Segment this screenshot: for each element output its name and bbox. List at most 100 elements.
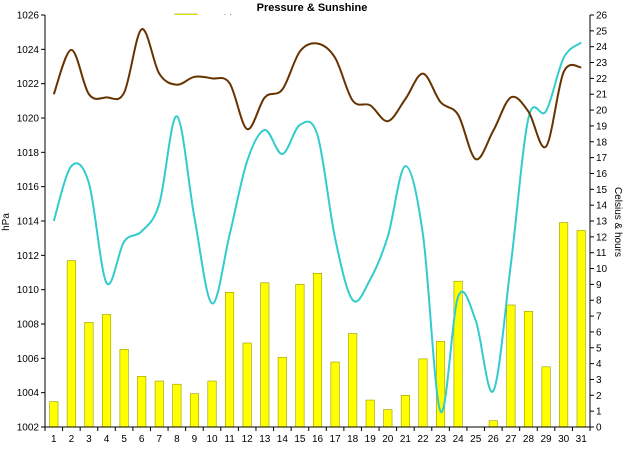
left-tick-label: 1022 — [17, 79, 40, 90]
sunshine-bar — [119, 349, 129, 428]
right-tick-label: 14 — [596, 201, 608, 212]
left-tick-label: 1004 — [17, 388, 40, 399]
right-tick-label: 25 — [596, 26, 608, 37]
right-tick-label: 0 — [596, 423, 602, 434]
left-tick-label: 1020 — [17, 114, 40, 125]
x-tick-label: 20 — [382, 434, 394, 445]
right-tick-label: 9 — [596, 280, 602, 291]
sunshine-bar — [559, 222, 569, 428]
sunshine-bar — [365, 399, 375, 428]
y-axis-left-label: hPa — [1, 213, 12, 231]
sunshine-bar — [488, 420, 498, 428]
right-tick-label: 11 — [596, 248, 607, 259]
x-tick-label: 9 — [192, 434, 198, 445]
sunshine-bar — [576, 230, 586, 428]
x-tick-label: 18 — [347, 434, 359, 445]
sunshine-bar — [154, 380, 164, 428]
right-tick-label: 17 — [596, 153, 608, 164]
series-lines — [52, 28, 582, 413]
x-tick-label: 13 — [259, 434, 271, 445]
x-tick-label: 24 — [453, 434, 465, 445]
left-tick-label: 1024 — [17, 45, 40, 56]
left-tick-label: 1010 — [17, 285, 40, 296]
x-tick-label: 26 — [488, 434, 500, 445]
x-tick-label: 28 — [523, 434, 535, 445]
x-tick-label: 16 — [312, 434, 324, 445]
x-tick-label: 17 — [330, 434, 342, 445]
left-tick-label: 1002 — [17, 423, 40, 434]
x-tick-label: 14 — [277, 434, 289, 445]
y-axis-right-label: Celsius & hours — [612, 187, 623, 257]
right-tick-label: 6 — [596, 327, 602, 338]
sunshine-bar — [523, 311, 533, 428]
sunshine-bar — [400, 395, 410, 428]
x-tick-label: 15 — [294, 434, 306, 445]
x-tick-label: 2 — [69, 434, 75, 445]
x-tick-label: 8 — [174, 434, 180, 445]
sunshine-bar — [330, 361, 340, 428]
x-tick-label: 25 — [470, 434, 482, 445]
sunshine-bar — [260, 282, 270, 428]
left-tick-label: 1008 — [17, 320, 40, 331]
x-tick-label: 21 — [400, 434, 412, 445]
x-tick-label: 10 — [206, 434, 218, 445]
x-tick-label: 30 — [558, 434, 570, 445]
x-tick-label: 6 — [139, 434, 145, 445]
right-tick-label: 1 — [596, 407, 602, 418]
left-axis-ticks: 1002 1004 1006 1008 1010 1012 1014 1016 1018 1020… — [17, 11, 45, 434]
right-tick-label: 24 — [596, 42, 608, 53]
left-tick-label: 1012 — [17, 251, 40, 262]
x-tick-label: 27 — [505, 434, 517, 445]
left-tick-label: 1016 — [17, 182, 40, 193]
right-tick-label: 23 — [596, 58, 608, 69]
sunshine-bar — [541, 366, 551, 428]
x-tick-label: 29 — [540, 434, 552, 445]
sunshine-bar — [436, 341, 446, 428]
right-tick-label: 12 — [596, 232, 608, 243]
right-tick-label: 7 — [596, 312, 602, 323]
x-tick-label: 11 — [224, 434, 235, 445]
left-tick-label: 1018 — [17, 148, 40, 159]
sunshine-bar — [172, 383, 182, 428]
right-tick-label: 22 — [596, 74, 608, 85]
x-tick-label: 19 — [365, 434, 377, 445]
x-tick-label: 23 — [435, 434, 447, 445]
right-tick-label: 16 — [596, 169, 608, 180]
right-tick-label: 8 — [596, 296, 602, 307]
sunshine-bar — [277, 356, 287, 428]
sunshine-bar — [242, 342, 252, 428]
right-tick-label: 4 — [596, 359, 602, 370]
sunshine-bar — [49, 401, 59, 428]
right-tick-label: 19 — [596, 121, 608, 132]
sunshine-bar — [418, 358, 428, 428]
sunshine-bar — [312, 272, 323, 428]
x-tick-label: 31 — [576, 434, 588, 445]
x-tick-label: 5 — [121, 434, 127, 445]
right-tick-label: 26 — [596, 11, 608, 22]
right-tick-label: 5 — [596, 343, 602, 354]
sunshine-bar — [383, 409, 393, 428]
sunshine-bar — [102, 314, 112, 428]
chart-title: Pressure & Sunshine — [257, 2, 368, 14]
right-tick-label: 10 — [596, 264, 608, 275]
sunshine-bar — [84, 322, 94, 428]
left-tick-label: 1014 — [17, 217, 40, 228]
right-tick-label: 15 — [596, 185, 608, 196]
sunshine-bar — [137, 375, 147, 428]
x-tick-label: 3 — [86, 434, 92, 445]
right-tick-label: 18 — [596, 137, 608, 148]
right-tick-label: 3 — [596, 375, 602, 386]
sunshine-bar — [348, 333, 358, 428]
x-tick-label: 1 — [51, 434, 57, 445]
right-tick-label: 21 — [596, 90, 608, 101]
right-axis-ticks: 0123456789101112131415161718192021222324… — [590, 11, 608, 434]
x-tick-label: 12 — [242, 434, 254, 445]
sunshine-bar — [295, 284, 305, 428]
sunshine-bar — [207, 380, 217, 428]
right-tick-label: 2 — [596, 391, 602, 402]
x-tick-label: 7 — [156, 434, 162, 445]
x-tick-label: 22 — [417, 434, 429, 445]
sunshine-bar — [506, 304, 516, 428]
